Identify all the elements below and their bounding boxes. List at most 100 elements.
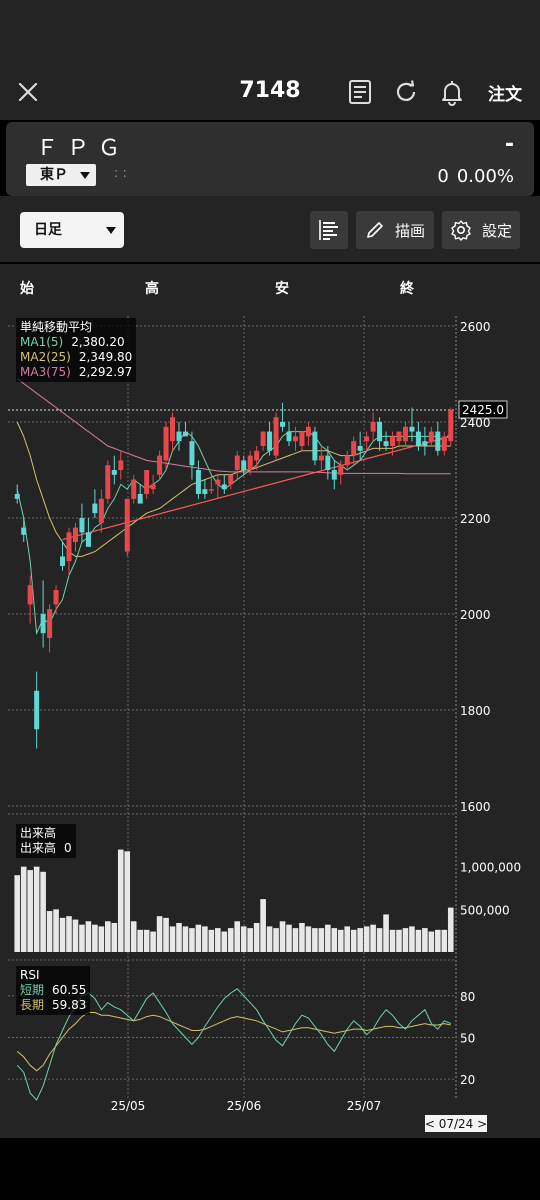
volume-bar [143,929,150,952]
candle-body [144,470,150,494]
volume-bar [273,928,279,952]
candle-body [260,431,266,446]
quote-panel: ＦＰＧ - 東Ｐ : : 0 0.00% [6,122,534,196]
volume-legend: 出来高 出来高 0 [16,824,76,858]
volume-bar [350,929,357,952]
volume-bar [130,921,137,952]
volume-bar [117,849,124,952]
candle-body [40,614,46,634]
order-button[interactable]: 注文 [488,85,522,105]
volume-bar [208,929,215,952]
candle-body [60,556,66,566]
candle-body [370,422,376,432]
candle-body [195,470,201,494]
candle-body [280,422,286,427]
volume-bar [312,928,318,952]
volume-bar [318,928,325,952]
volume-bar [40,871,46,952]
candle-body [364,436,370,442]
volume-tick-label: 500,000 [460,903,510,917]
volume-bar [363,926,370,952]
rsi-long-value: 59.83 [52,998,87,1012]
candle-body [182,431,188,437]
candle-body [137,494,143,504]
volume-bar [299,922,305,952]
candle-body [66,532,72,562]
candle-body [21,527,27,535]
volume-bar [441,929,448,952]
candle-body [422,441,428,446]
candle-body [383,441,389,446]
volume-bar [383,914,389,952]
candle-body [390,436,396,446]
rsi-tick-label: 80 [460,990,475,1004]
caret-down-icon [106,227,116,234]
candle-body [331,470,337,480]
candle-body [98,498,104,523]
stock-chart[interactable]: 25/05 25/06 25/07 2600 2400 2200 2000 1800 1600 2… [0,264,540,1138]
ohlc-close-label: 終 [400,281,414,297]
volume-bar [124,851,131,952]
rsi-legend-title: RSI [20,968,40,982]
candle-body [105,465,111,499]
price-tick-label: 2600 [460,320,491,334]
candle-body [131,479,137,499]
candle-body [47,609,53,638]
draw-button[interactable]: 描画 [356,211,434,249]
candle-body [357,446,363,451]
volume-bar [79,924,85,952]
ohlc-open-label: 始 [20,281,34,297]
alert-button[interactable] [437,77,467,107]
ma3-value: 2,292.97 [78,365,133,379]
candle-body [176,431,182,442]
volume-bar [422,928,428,952]
volume-bar [344,926,351,952]
period-select-value: 日足 [34,222,62,238]
bell-icon [442,81,462,106]
date-tick-label: 25/06 [227,1099,262,1113]
candle-body [202,489,208,494]
ma-legend-ma3: MA3(75) 2,292.97 [20,365,132,380]
volume-bar [409,926,415,952]
candle-body [163,426,169,461]
candle-body [189,441,195,466]
period-select[interactable]: 日足 [20,212,124,248]
caret-down-icon [80,172,90,179]
volume-bar [27,870,33,952]
refresh-button[interactable] [391,77,421,107]
close-button[interactable] [14,78,42,106]
candle-body [435,431,441,451]
candle-body [325,455,331,470]
board-button[interactable] [345,77,375,107]
volume-bar [447,907,454,952]
candle-body [247,455,253,470]
candle-body [351,441,357,456]
refresh-icon [396,80,416,101]
price-tick-label: 2200 [460,512,491,526]
volume-bar [376,928,383,952]
volume-bar [396,929,402,952]
candle-body [241,460,247,470]
candle-body [448,410,454,442]
rsi-short-value: 60.55 [52,983,87,997]
candle-body [228,474,234,485]
market-select[interactable]: 東Ｐ [26,164,96,186]
volume-bar [247,928,253,952]
chart-area[interactable]: 始 高 安 終 25/05 25/06 25/07 2600 2400 2200 2000 1… [0,264,540,1138]
ma1-value: 2,380.20 [71,335,125,349]
volume-bar [66,916,72,952]
volume-legend-row: 出来高 0 [20,841,72,856]
candle-body [208,489,214,491]
volume-bar [260,899,266,952]
candle-body [34,690,40,730]
order-book-button[interactable] [310,211,348,249]
date-tick-label: 25/05 [111,1099,146,1113]
change-value: 0 [437,166,449,187]
volume-bar [428,931,435,952]
candle-body [267,431,273,451]
ma-legend-ma1: MA1(5) 2,380.20 [20,335,132,350]
stock-name: ＦＰＧ [36,136,130,161]
rsi-short-label: 短期 [20,983,45,997]
candle-body [150,484,156,490]
settings-button[interactable]: 設定 [442,211,520,249]
